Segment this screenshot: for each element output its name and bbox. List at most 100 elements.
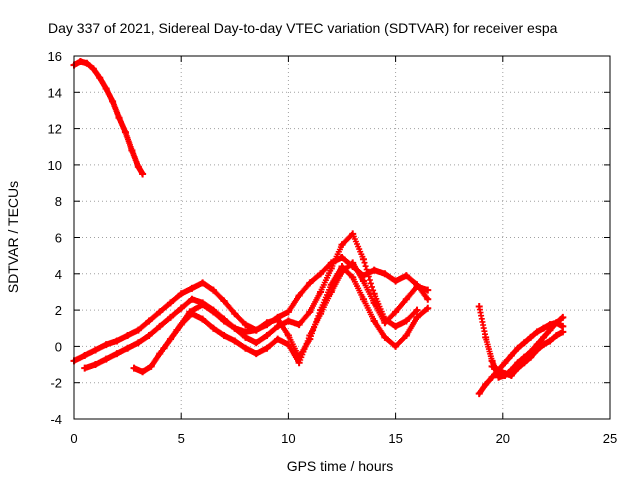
data-point — [124, 332, 132, 340]
data-point — [514, 364, 522, 372]
data-point — [540, 341, 548, 349]
data-point — [263, 332, 271, 340]
data-point — [220, 297, 228, 305]
y-tick-label: 2 — [55, 303, 62, 318]
data-point — [338, 241, 346, 249]
data-point — [559, 328, 567, 336]
data-point — [263, 344, 271, 352]
data-point — [359, 295, 367, 303]
data-point — [392, 322, 400, 330]
x-tick-label: 0 — [70, 431, 77, 446]
data-point — [413, 283, 421, 291]
data-point — [139, 170, 147, 178]
data-point — [424, 286, 432, 294]
data-point — [134, 326, 142, 334]
data-point — [317, 288, 325, 296]
data-point — [306, 335, 314, 343]
data-point — [145, 332, 153, 340]
data-point — [424, 304, 432, 312]
data-point — [424, 295, 432, 303]
y-tick-label: 0 — [55, 339, 62, 354]
y-tick-label: -2 — [50, 376, 62, 391]
data-point — [527, 353, 535, 361]
data-point — [139, 368, 147, 376]
data-point — [220, 317, 228, 325]
data-point — [91, 346, 99, 354]
data-point — [242, 328, 250, 336]
data-point — [381, 333, 389, 341]
data-point — [252, 339, 260, 347]
data-point — [89, 65, 97, 73]
data-point — [130, 364, 138, 372]
data-point — [263, 319, 271, 327]
data-point — [284, 308, 292, 316]
data-point — [495, 373, 503, 381]
data-point — [488, 362, 496, 370]
series-track-late-3 — [488, 328, 567, 379]
data-point — [327, 281, 335, 289]
data-point — [177, 304, 185, 312]
x-tick-label: 20 — [496, 431, 510, 446]
data-point — [81, 351, 89, 359]
x-tick-label: 25 — [603, 431, 617, 446]
series-track-c — [130, 259, 432, 376]
data-point — [166, 299, 174, 307]
data-point — [121, 128, 129, 136]
data-point — [83, 59, 91, 67]
data-point — [349, 230, 357, 238]
data-point — [317, 306, 325, 314]
data-point — [242, 321, 250, 329]
data-point — [199, 279, 207, 287]
data-point — [359, 255, 367, 263]
data-point — [381, 319, 389, 327]
data-point — [252, 350, 260, 358]
data-point — [482, 381, 490, 389]
data-point — [402, 295, 410, 303]
y-axis-label: SDTVAR / TECUs — [5, 181, 21, 293]
data-point — [231, 337, 239, 345]
y-tick-label: 6 — [55, 231, 62, 246]
data-point — [402, 317, 410, 325]
y-tick-label: 12 — [48, 122, 62, 137]
y-tick-label: 16 — [48, 49, 62, 64]
x-tick-label: 10 — [281, 431, 295, 446]
data-point — [359, 277, 367, 285]
data-point — [274, 335, 282, 343]
data-point — [381, 270, 389, 278]
y-tick-label: 8 — [55, 194, 62, 209]
data-point — [546, 321, 554, 329]
data-point — [231, 310, 239, 318]
data-point — [306, 279, 314, 287]
data-point — [113, 350, 121, 358]
data-point — [147, 362, 155, 370]
y-axis-ticks: -4 -2 0 2 4 6 8 10 12 14 16 — [48, 49, 610, 427]
data-point — [501, 370, 509, 378]
data-point — [295, 353, 303, 361]
y-tick-label: 10 — [48, 158, 62, 173]
data-point — [533, 328, 541, 336]
data-point — [96, 74, 104, 82]
data-point — [306, 308, 314, 316]
data-point — [317, 270, 325, 278]
y-tick-label: -4 — [50, 412, 62, 427]
data-point — [156, 308, 164, 316]
data-point — [231, 324, 239, 332]
data-point — [113, 337, 121, 345]
data-point — [209, 286, 217, 294]
data-point — [370, 299, 378, 307]
data-point — [475, 302, 483, 310]
data-point — [81, 364, 89, 372]
y-tick-label: 14 — [48, 85, 62, 100]
x-axis-ticks: 0 5 10 15 20 25 — [70, 56, 617, 446]
data-point — [284, 317, 292, 325]
series-track-d — [160, 263, 432, 361]
data-point — [370, 266, 378, 274]
data-point — [145, 317, 153, 325]
data-point — [115, 114, 123, 122]
data-point — [533, 346, 541, 354]
y-tick-label: 4 — [55, 267, 62, 282]
data-point — [252, 326, 260, 334]
data-point — [295, 292, 303, 300]
data-point — [402, 272, 410, 280]
